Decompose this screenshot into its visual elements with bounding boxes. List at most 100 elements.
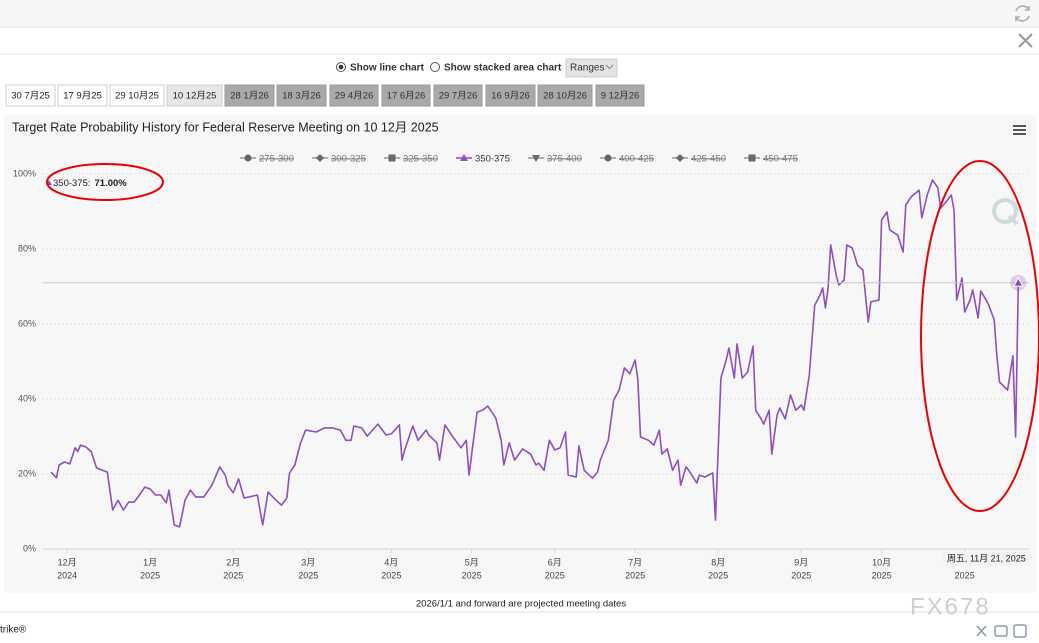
x-tick-year: 2025 [545, 570, 565, 580]
legend-label: 400-425 [619, 154, 654, 165]
legend-label: 375-400 [547, 154, 582, 165]
footer-brand: trike® [0, 625, 27, 636]
tab-label: 9 12月26 [601, 91, 640, 102]
tab-label: 29 7月26 [439, 91, 478, 102]
tab-label: 17 6月26 [387, 91, 426, 102]
x-tick-year: 2025 [223, 570, 243, 580]
menu-icon[interactable] [1013, 125, 1026, 135]
x-tick-year: 2025 [462, 570, 482, 580]
x-tick-label: 2月 [226, 557, 240, 567]
tab-label: 18 3月26 [282, 91, 321, 102]
chart: 0% 20% 40% 60% 80% 100% 12月 2024 1月 2025 2月 2025 3月 2… [13, 154, 1030, 580]
legend-marker [316, 154, 324, 162]
tab-background [57, 84, 108, 107]
x-tick-year: 2025 [955, 570, 975, 580]
legend-item[interactable]: 425-450 [672, 154, 726, 165]
x-tick-year: 2025 [872, 570, 892, 580]
meeting-tab[interactable]: 28 1月26 [224, 84, 275, 107]
legend-marker [676, 154, 684, 162]
x-tick-year: 2024 [57, 570, 77, 580]
legend-label: 450-475 [763, 154, 798, 165]
series-line [50, 179, 1020, 528]
legend-label: 300-325 [331, 154, 366, 165]
legend-item[interactable]: 300-325 [312, 154, 366, 165]
top-bar [0, 0, 1039, 27]
x-tick-label: 9月 [794, 557, 808, 567]
meeting-tab[interactable]: 29 4月26 [329, 84, 379, 107]
tooltip: 350-375: 71.00% [53, 178, 127, 189]
legend-item[interactable]: 325-350 [384, 154, 438, 165]
legend-item[interactable]: 375-400 [528, 154, 582, 165]
tab-background [166, 84, 223, 107]
tab-label: 28 1月26 [230, 91, 269, 102]
meeting-tabs: 30 7月25 17 9月25 29 10月25 10 12月25 28 1月26 18 … [5, 84, 645, 107]
radio-label: Show line chart [350, 63, 425, 74]
meeting-tab[interactable]: 29 7月26 [433, 84, 483, 107]
tab-background [5, 84, 56, 107]
chart-title: Target Rate Probability History for Fede… [12, 120, 439, 134]
legend-label: 425-450 [691, 154, 726, 165]
tab-label: 16 9月26 [491, 91, 530, 102]
x-tick-year: 2025 [625, 570, 645, 580]
radio-label: Show stacked area chart [444, 63, 562, 74]
tab-background [595, 84, 645, 107]
legend-item[interactable]: 350-375 [456, 154, 510, 165]
legend-label: 350-375 [475, 154, 510, 165]
legend-label: 325-350 [403, 154, 438, 165]
legend-marker [532, 155, 540, 162]
tab-background [381, 84, 431, 107]
tab-label: 17 9月25 [63, 91, 102, 102]
tooltip-value: 71.00% [95, 178, 128, 189]
tab-label: 30 7月25 [11, 91, 50, 102]
crosshair-label-bg [943, 552, 1030, 566]
legend-item[interactable]: 400-425 [600, 154, 654, 165]
x-tick-label: 4月 [384, 557, 398, 567]
x-tick-label: 5月 [465, 557, 479, 567]
x-tick-label: 12月 [58, 557, 77, 567]
x-tick-label: 7月 [628, 557, 642, 567]
meeting-tab[interactable]: 17 6月26 [381, 84, 431, 107]
tab-label: 10 12月25 [173, 91, 217, 102]
dropdown-label: Ranges [570, 63, 604, 74]
meeting-tab[interactable]: 30 7月25 [5, 84, 56, 107]
legend-marker [748, 154, 756, 162]
meeting-tab[interactable]: 29 10月25 [109, 84, 165, 107]
legend-item[interactable]: 450-475 [744, 154, 798, 165]
refresh-icon[interactable] [1015, 5, 1030, 22]
tab-background [329, 84, 379, 107]
tab-background [433, 84, 483, 107]
x-icon[interactable] [1018, 33, 1033, 48]
x-tick-label: 3月 [301, 557, 315, 567]
logo-q [992, 198, 1019, 226]
y-tick-label: 40% [18, 393, 36, 403]
hover-marker [1012, 276, 1024, 287]
x-tick-year: 2025 [791, 570, 811, 580]
meeting-tab[interactable]: 16 9月26 [485, 84, 536, 107]
highlight-ellipse [920, 160, 1039, 512]
meeting-tab[interactable]: 28 10月26 [537, 84, 593, 107]
legend-marker [244, 154, 252, 162]
crosshair-label: 周五, 11月 21, 2025 [947, 553, 1026, 563]
meeting-tab[interactable]: 17 9月25 [57, 84, 108, 107]
legend-marker [388, 154, 396, 162]
meeting-tab[interactable]: 10 12月25 [166, 84, 223, 107]
tooltip-series: 350-375: [53, 178, 91, 189]
meeting-tab[interactable]: 18 3月26 [276, 84, 327, 107]
stacked-chart-radio[interactable]: Show stacked area chart [430, 62, 562, 74]
x-tick-label: 8月 [711, 557, 725, 567]
y-tick-label: 20% [18, 468, 36, 478]
tab-background [109, 84, 165, 107]
tab-label: 28 10月26 [543, 91, 587, 102]
tab-background [276, 84, 327, 107]
watermark: FX678 [910, 593, 991, 620]
social-icons[interactable] [976, 624, 1027, 638]
x-tick-label: 1月 [143, 557, 157, 567]
tab-background [485, 84, 536, 107]
meeting-tab[interactable]: 9 12月26 [595, 84, 645, 107]
y-tick-label: 100% [13, 168, 36, 178]
line-chart-radio[interactable]: Show line chart [336, 62, 425, 74]
legend-item[interactable]: 275-300 [240, 154, 294, 165]
ranges-dropdown[interactable]: Ranges [565, 58, 618, 78]
